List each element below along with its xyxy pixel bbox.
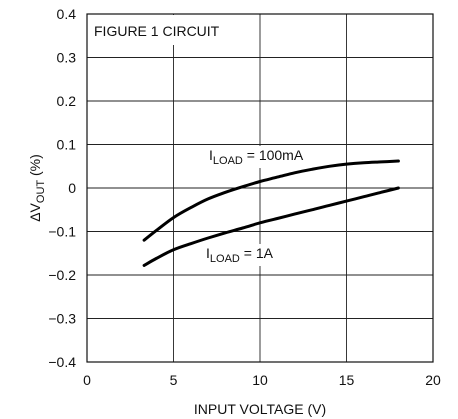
y-tick-label: −0.1 [48,224,76,240]
series-label-1A-sub: LOAD [210,253,240,265]
x-tick-labels: 0 5 10 15 20 [83,372,441,388]
y-tick-label: 0.2 [57,93,77,109]
y-axis-label-suffix: (%) [27,154,43,180]
series-label-1A-prefix: I [206,245,210,261]
y-tick-label: 0.4 [57,6,77,22]
figure-label-box [88,15,226,45]
y-tick-label: 0.1 [57,137,77,153]
series-label-bg-1A [203,244,277,266]
series-label-100mA-sub: LOAD [213,155,243,167]
series-label-1A: ILOAD = 1A [206,245,274,265]
grid [86,13,434,363]
x-tick-label: 20 [425,372,441,388]
y-tick-label: 0.3 [57,50,77,66]
y-axis-label-prefix: ΔV [27,202,43,221]
x-tick-label: 5 [170,372,178,388]
series-label-bg-100mA [206,146,307,168]
x-tick-label: 10 [252,372,268,388]
y-axis-label: ΔVOUT (%) [27,154,47,222]
y-tick-label: −0.4 [48,354,76,370]
series-label-100mA-suffix: = 100mA [243,147,304,163]
series-label-1A-suffix: = 1A [240,245,274,261]
series-layer [142,159,400,267]
figure-label: FIGURE 1 CIRCUIT [94,23,220,39]
series-label-100mA: ILOAD = 100mA [209,147,304,167]
y-tick-labels: 0.4 0.3 0.2 0.1 0 −0.1 −0.2 −0.3 −0.4 [48,6,76,370]
y-axis-label-sub: OUT [35,180,47,204]
y-tick-label: 0 [68,180,76,196]
y-tick-label: −0.3 [48,311,76,327]
x-tick-label: 0 [83,372,91,388]
plot-frame [86,13,434,363]
series-label-100mA-prefix: I [209,147,213,163]
series-line-100mA [142,159,400,242]
x-axis-label: INPUT VOLTAGE (V) [194,401,326,417]
x-tick-label: 15 [339,372,355,388]
series-line-1A [142,186,400,267]
y-tick-label: −0.2 [48,267,76,283]
